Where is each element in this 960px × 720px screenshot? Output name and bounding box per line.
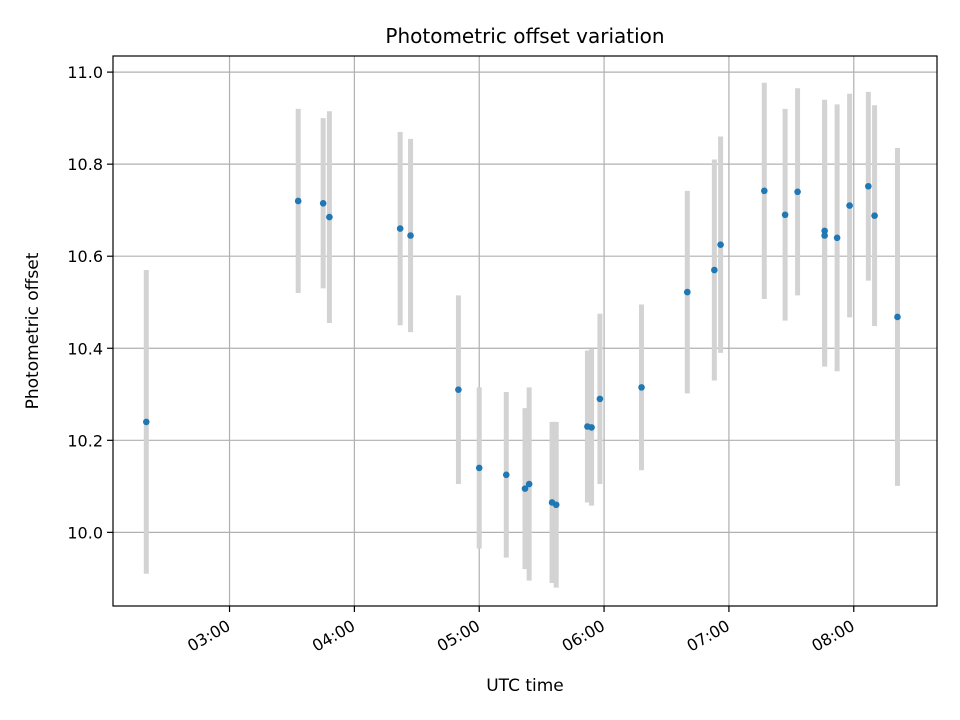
plot-frame xyxy=(112,55,938,607)
y-tick-label: 10.2 xyxy=(67,431,103,450)
data-points xyxy=(142,182,901,509)
y-axis-title: Photometric offset xyxy=(23,252,43,409)
y-tick-label: 10.6 xyxy=(67,247,103,266)
data-point xyxy=(871,212,878,220)
y-tick-label: 10.0 xyxy=(67,523,103,542)
data-point xyxy=(596,395,604,403)
data-point xyxy=(833,234,841,242)
data-point xyxy=(717,241,724,249)
data-point xyxy=(142,418,150,426)
data-point xyxy=(711,266,718,274)
data-point xyxy=(525,480,533,488)
data-point xyxy=(865,182,872,190)
chart-title: Photometric offset variation xyxy=(385,24,664,48)
y-tick-label: 11.0 xyxy=(67,63,103,82)
data-point xyxy=(396,225,404,232)
data-point xyxy=(552,501,560,509)
y-tick-label: 10.8 xyxy=(67,155,103,174)
data-point xyxy=(760,187,768,195)
data-point xyxy=(521,485,529,492)
data-point xyxy=(846,202,853,209)
y-tick-label: 10.4 xyxy=(67,339,103,358)
data-point xyxy=(407,232,414,239)
data-point xyxy=(326,213,333,221)
data-point xyxy=(294,197,302,205)
data-point xyxy=(638,384,645,391)
data-point xyxy=(894,313,901,321)
data-point xyxy=(475,464,483,472)
data-point xyxy=(588,424,595,431)
data-point xyxy=(502,471,510,479)
data-point xyxy=(781,211,789,219)
data-point xyxy=(319,199,327,207)
x-axis-title: UTC time xyxy=(486,676,564,696)
data-point xyxy=(794,188,801,196)
y-axis-ticks: 10.0 10.2 10.4 10.6 10.8 11.0 xyxy=(67,63,113,542)
data-point xyxy=(821,227,828,235)
data-point xyxy=(455,386,462,393)
data-point xyxy=(821,232,828,239)
data-point xyxy=(684,288,691,296)
